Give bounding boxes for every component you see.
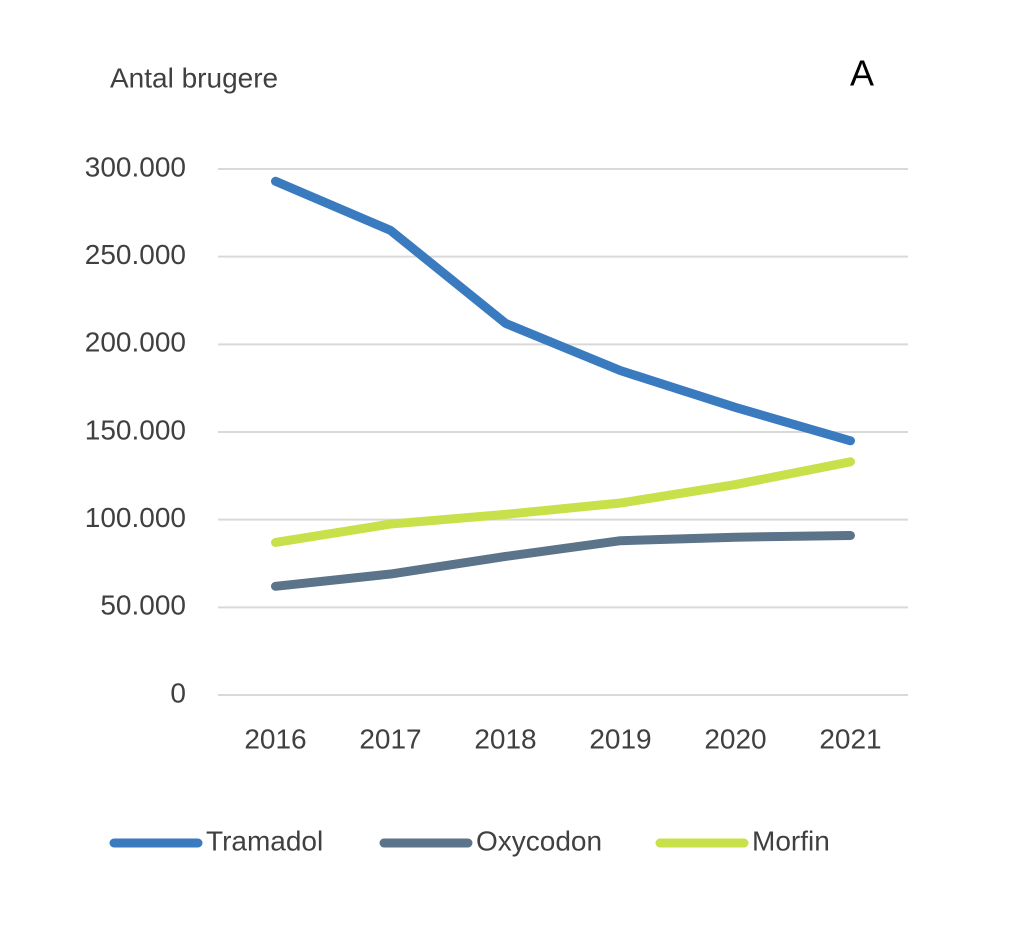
panel-label: A (850, 53, 874, 94)
x-tick-label: 2021 (819, 723, 881, 754)
series-line (271, 176, 855, 446)
legend-label: Oxycodon (476, 825, 602, 856)
y-tick-label: 300.000 (85, 151, 186, 182)
y-tick-label: 100.000 (85, 502, 186, 533)
series-line (271, 457, 855, 547)
y-tick-label: 250.000 (85, 239, 186, 270)
x-tick-label: 2020 (704, 723, 766, 754)
x-tick-label: 2016 (244, 723, 306, 754)
y-tick-label: 50.000 (100, 590, 186, 621)
x-tick-label: 2017 (359, 723, 421, 754)
series-line (271, 530, 855, 591)
legend-label: Tramadol (206, 825, 323, 856)
y-tick-label: 0 (170, 677, 186, 708)
y-axis-label: Antal brugere (110, 62, 278, 93)
y-tick-label: 150.000 (85, 414, 186, 445)
x-tick-label: 2018 (474, 723, 536, 754)
x-tick-label: 2019 (589, 723, 651, 754)
y-tick-label: 200.000 (85, 327, 186, 358)
legend-label: Morfin (752, 825, 830, 856)
